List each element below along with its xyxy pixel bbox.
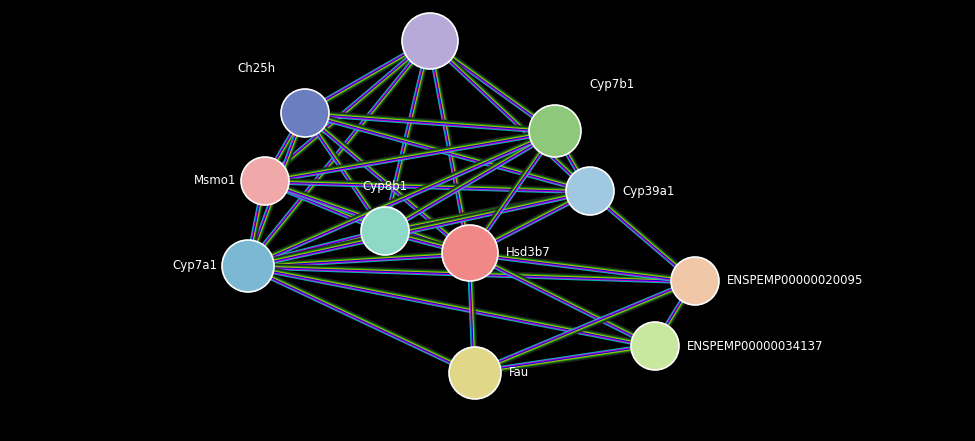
Circle shape	[402, 13, 458, 69]
Circle shape	[222, 240, 274, 292]
Circle shape	[529, 105, 581, 157]
Text: Cyp8b1: Cyp8b1	[363, 180, 408, 193]
Text: ENSPEMP00000034137: ENSPEMP00000034137	[687, 340, 824, 352]
Text: Cyp7a1: Cyp7a1	[172, 259, 217, 273]
Text: Cyp39a1: Cyp39a1	[622, 184, 675, 198]
Circle shape	[671, 257, 719, 305]
Text: ENSPEMP00000020095: ENSPEMP00000020095	[727, 274, 864, 288]
Circle shape	[361, 207, 409, 255]
Circle shape	[566, 167, 614, 215]
Circle shape	[281, 89, 329, 137]
Circle shape	[442, 225, 498, 281]
Text: Hsd3b7: Hsd3b7	[506, 247, 551, 259]
Text: Msmo1: Msmo1	[194, 175, 236, 187]
Text: Ch25h: Ch25h	[238, 62, 276, 75]
Circle shape	[631, 322, 679, 370]
Text: Cyp7b1: Cyp7b1	[589, 78, 635, 91]
Text: Fau: Fau	[509, 366, 529, 380]
Circle shape	[241, 157, 289, 205]
Circle shape	[449, 347, 501, 399]
